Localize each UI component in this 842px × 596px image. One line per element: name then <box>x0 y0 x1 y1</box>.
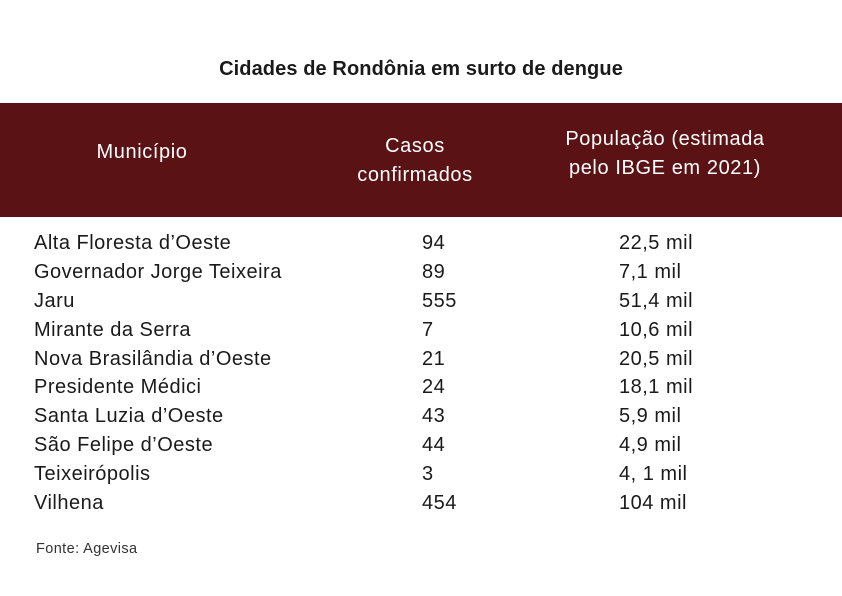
cell-populacao: 104 mil <box>619 492 687 515</box>
cell-municipio: Presidente Médici <box>34 376 202 399</box>
cell-casos: 7 <box>422 318 434 341</box>
cell-populacao: 51,4 mil <box>619 289 694 312</box>
table-row: Alta Floresta d’Oeste 94 22,5 mil <box>0 229 842 258</box>
cell-populacao: 10,6 mil <box>619 318 694 341</box>
cell-casos: 555 <box>422 289 457 312</box>
table-row: Teixeirópolis 3 4, 1 mil <box>0 460 842 489</box>
cell-casos: 89 <box>422 260 446 283</box>
table-body: Alta Floresta d’Oeste 94 22,5 mil Govern… <box>0 229 842 518</box>
table-row: Vilhena 454 104 mil <box>0 489 842 518</box>
table-header: Município Casos confirmados População (e… <box>0 103 842 217</box>
cell-municipio: Santa Luzia d’Oeste <box>34 405 224 428</box>
cell-casos: 21 <box>422 347 446 370</box>
cell-populacao: 5,9 mil <box>619 405 682 428</box>
cell-municipio: Mirante da Serra <box>34 318 191 341</box>
cell-casos: 94 <box>422 232 446 254</box>
header-populacao: População (estimada pelo IBGE em 2021) <box>565 128 765 179</box>
table-row: Nova Brasilândia d’Oeste 21 20,5 mil <box>0 345 842 374</box>
cell-casos: 454 <box>422 492 457 515</box>
table-row: Governador Jorge Teixeira 89 7,1 mil <box>0 258 842 287</box>
header-municipio: Município <box>96 141 188 163</box>
cell-casos: 43 <box>422 405 446 428</box>
cell-municipio: São Felipe d’Oeste <box>34 434 214 457</box>
cell-casos: 24 <box>422 376 446 399</box>
cell-municipio: Jaru <box>34 289 75 312</box>
table-title: Cidades de Rondônia em surto de dengue <box>219 58 623 80</box>
header-casos-confirmados: Casos confirmados <box>357 135 473 186</box>
table-row: São Felipe d’Oeste 44 4,9 mil <box>0 431 842 460</box>
table-row: Santa Luzia d’Oeste 43 5,9 mil <box>0 402 842 431</box>
cell-populacao: 20,5 mil <box>619 347 694 370</box>
cell-casos: 44 <box>422 434 446 457</box>
table-row: Presidente Médici 24 18,1 mil <box>0 373 842 402</box>
cell-casos: 3 <box>422 463 434 486</box>
cell-populacao: 4, 1 mil <box>619 463 688 486</box>
cell-municipio: Teixeirópolis <box>34 463 151 486</box>
cell-populacao: 22,5 mil <box>619 232 694 254</box>
source-note: Fonte: Agevisa <box>36 541 138 557</box>
cell-municipio: Nova Brasilândia d’Oeste <box>34 347 272 370</box>
cell-municipio: Governador Jorge Teixeira <box>34 260 282 283</box>
table-row: Jaru 555 51,4 mil <box>0 287 842 316</box>
cell-populacao: 4,9 mil <box>619 434 682 457</box>
cell-populacao: 18,1 mil <box>619 376 694 399</box>
cell-municipio: Vilhena <box>34 492 104 515</box>
cell-municipio: Alta Floresta d’Oeste <box>34 232 232 254</box>
table-row: Mirante da Serra 7 10,6 mil <box>0 316 842 345</box>
cell-populacao: 7,1 mil <box>619 260 682 283</box>
